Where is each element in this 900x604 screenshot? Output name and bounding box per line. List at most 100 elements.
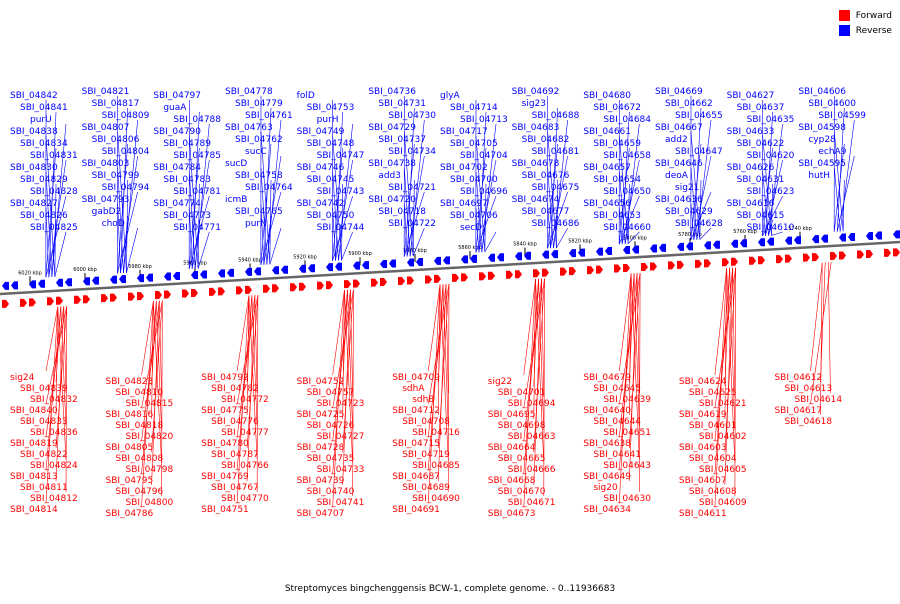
gene-label: SBI_04779 (235, 99, 283, 109)
gene-label: SBI_04667 (655, 123, 703, 133)
forward-gene-arrow (668, 261, 675, 269)
gene-label: SBI_04824 (30, 461, 78, 471)
forward-gene-arrow (542, 269, 549, 277)
gene-label: SBI_04726 (307, 421, 355, 431)
gene-label: SBI_04616 (727, 199, 775, 209)
forward-gene-arrow (857, 250, 864, 258)
forward-gene-arrow (326, 281, 333, 289)
gene-label: SBI_04707 (297, 509, 345, 519)
forward-gene-arrow (398, 277, 405, 285)
gene-label: SBI_04735 (307, 454, 355, 464)
gene-label: SBI_04694 (508, 399, 556, 409)
gene-label: SBI_04664 (488, 443, 536, 453)
scale-tick-label: 5940 kbp (238, 258, 262, 264)
reverse-gene-arrow (488, 254, 495, 262)
gene-label: SBI_04761 (245, 111, 293, 121)
gene-label: SBI_04686 (532, 219, 580, 229)
gene-label: SBI_04670 (498, 487, 546, 497)
gene-label: SBI_04599 (818, 111, 866, 121)
gene-label: SBI_04787 (211, 450, 259, 460)
reverse-gene-arrow (596, 248, 603, 256)
forward-gene-arrow (299, 283, 306, 291)
gene-label: SBI_04798 (126, 465, 174, 475)
reverse-gene-arrow (443, 256, 450, 264)
gene-label: SBI_04838 (10, 127, 58, 137)
gene-label: SBI_04643 (603, 461, 651, 471)
gene-label: SBI_04657 (583, 163, 631, 173)
reverse-gene-arrow (839, 234, 846, 242)
gene-label: SBI_04659 (593, 139, 641, 149)
gene-label: SBI_04635 (747, 115, 795, 125)
forward-gene-arrow (596, 266, 603, 274)
gene-label: SBI_04601 (689, 421, 737, 431)
forward-gene-arrow (641, 263, 648, 271)
forward-gene-arrow (236, 286, 243, 294)
forward-gene-arrow (785, 255, 792, 263)
gene-label: SBI_04769 (201, 472, 249, 482)
reverse-label: Reverse (856, 26, 892, 36)
forward-gene-arrow (695, 260, 702, 268)
gene-leader-line (557, 228, 568, 248)
gene-label: purU (30, 115, 52, 125)
forward-gene-arrow (344, 280, 351, 288)
gene-label: SBI_04743 (317, 187, 365, 197)
gene-label: SBI_04627 (727, 91, 775, 101)
gene-label: folD (297, 91, 315, 101)
gene-label: SBI_04807 (82, 123, 130, 133)
gene-label: SBI_04600 (808, 99, 856, 109)
forward-gene-arrow (506, 271, 513, 279)
gene-label: SBI_04783 (163, 175, 211, 185)
forward-gene-arrow (425, 275, 432, 283)
reverse-gene-arrow (245, 268, 252, 276)
gene-label: SBI_04750 (307, 211, 355, 221)
gene-label: SBI_04811 (20, 483, 68, 493)
reverse-gene-arrow (254, 267, 261, 275)
forward-gene-arrow (380, 278, 387, 286)
gene-label: SBI_04603 (679, 443, 727, 453)
forward-gene-arrow (317, 282, 324, 290)
gene-label: SBI_04645 (593, 384, 641, 394)
gene-label: SBI_04621 (699, 399, 747, 409)
gene-label: SBI_04715 (392, 439, 440, 449)
gene-label: SBI_04671 (508, 498, 556, 508)
gene-label: SBI_04842 (10, 91, 58, 101)
reverse-gene-arrow (497, 253, 504, 261)
gene-label: sig20 (593, 483, 618, 493)
reverse-gene-arrow (416, 258, 423, 266)
gene-label: SBI_04698 (498, 421, 546, 431)
gene-label: SBI_04771 (173, 223, 221, 233)
reverse-gene-arrow (380, 260, 387, 268)
forward-gene-arrow (155, 291, 162, 299)
gene-label: SBI_04833 (20, 417, 68, 427)
gene-label: SBI_04745 (307, 175, 355, 185)
gene-label: SBI_04714 (450, 103, 498, 113)
gene-label: sig23 (522, 99, 546, 109)
gene-label: SBI_04700 (450, 175, 498, 185)
gene-label: SBI_04625 (689, 388, 737, 398)
forward-gene-arrow (893, 248, 900, 256)
gene-label: SBI_04609 (699, 498, 747, 508)
gene-label: SBI_04646 (655, 159, 703, 169)
gene-label: SBI_04841 (20, 103, 68, 113)
forward-gene-arrow (191, 289, 198, 297)
gene-label: choD (102, 219, 125, 229)
gene-label: SBI_04655 (675, 111, 723, 121)
forward-gene-arrow (29, 298, 36, 306)
gene-label: SBI_04778 (225, 87, 273, 97)
gene-label: SBI_04631 (737, 175, 785, 185)
gene-label: SBI_04704 (460, 151, 508, 161)
reverse-gene-arrow (2, 282, 9, 290)
gene-label: SBI_04690 (412, 494, 460, 504)
reverse-gene-arrow (65, 278, 72, 286)
scale-tick-label: 5840 kbp (513, 242, 537, 248)
gene-label: SBI_04697 (440, 199, 488, 209)
gene-label: SBI_04661 (583, 127, 631, 137)
forward-gene-arrow (569, 267, 576, 275)
reverse-gene-arrow (434, 257, 441, 265)
reverse-gene-arrow (110, 276, 117, 284)
reverse-gene-arrow (848, 233, 855, 241)
gene-label: SBI_04751 (201, 505, 249, 515)
reverse-gene-arrow (164, 273, 171, 281)
gene-label: SBI_04784 (153, 163, 201, 173)
gene-label: SBI_04611 (679, 509, 727, 519)
